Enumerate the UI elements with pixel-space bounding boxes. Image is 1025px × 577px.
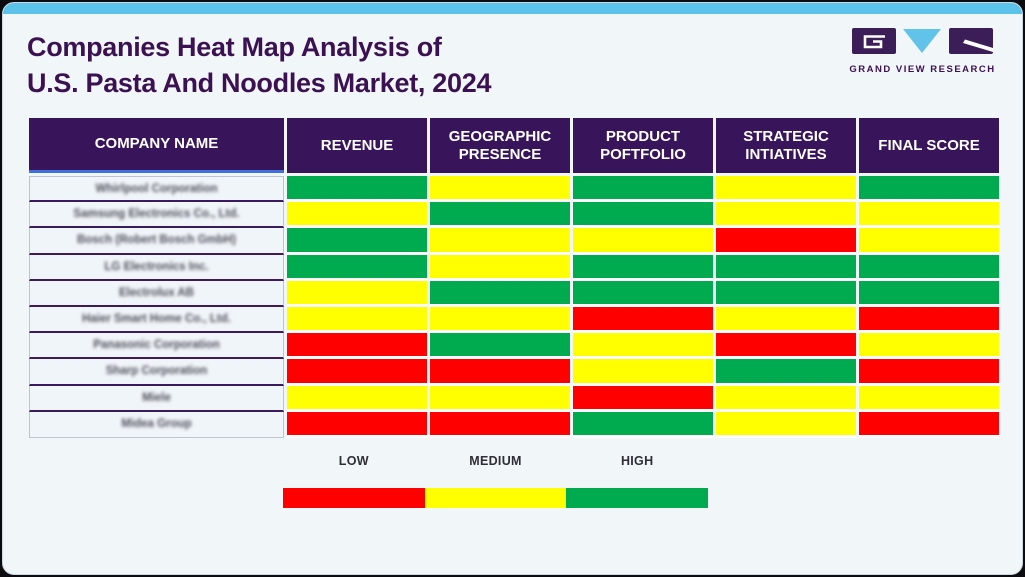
heat-cell-high [859, 176, 999, 203]
company-name-blurred: Panasonic Corporation [93, 339, 220, 352]
gvr-logo-icon [852, 28, 993, 54]
heat-cell-low [287, 359, 427, 386]
heat-cell-low [859, 359, 999, 386]
heat-cell-medium [859, 385, 999, 412]
company-cell: Bosch (Robert Bosch GmbH) [29, 228, 284, 255]
heat-cell-medium [859, 228, 999, 255]
legend-labels: LOW MEDIUM HIGH [283, 454, 708, 474]
company-name-blurred: LG Electronics Inc. [104, 260, 209, 273]
heat-cell-medium [430, 176, 570, 203]
column-header-geographic-presence: GEOGRAPHIC PRESENCE [430, 118, 570, 173]
heat-cell-high [859, 280, 999, 307]
heat-cell-medium [859, 202, 999, 229]
heat-cell-medium [430, 306, 570, 334]
heat-cell-medium [716, 176, 856, 203]
heat-cell-low [573, 306, 713, 334]
heat-cell-medium [287, 202, 427, 229]
heat-cell-medium [430, 228, 570, 255]
heat-cell-high [430, 202, 570, 229]
heat-cell-high [287, 254, 427, 281]
legend-bar [283, 488, 709, 508]
column-header-strategic-intiatives: STRATEGIC INTIATIVES [716, 118, 856, 173]
heat-cell-medium [716, 385, 856, 412]
company-cell: Samsung Electronics Co., Ltd. [29, 202, 284, 229]
heat-cell-high [716, 254, 856, 281]
heat-cell-low [430, 411, 570, 438]
heat-cell-low [859, 411, 999, 438]
heat-cell-high [859, 254, 999, 281]
company-cell: Midea Group [29, 411, 284, 438]
heat-cell-high [287, 176, 427, 203]
heat-cell-high [573, 411, 713, 438]
company-cell: Miele [29, 385, 284, 412]
heat-cell-low [573, 385, 713, 412]
legend-swatch-high [566, 488, 709, 508]
heat-cell-high [573, 280, 713, 307]
company-name-blurred: Haier Smart Home Co., Ltd. [82, 313, 231, 326]
company-cell: Panasonic Corporation [29, 333, 284, 360]
gvr-logo: GRAND VIEW RESEARCH [849, 28, 996, 75]
heat-cell-low [430, 359, 570, 386]
company-cell: Electrolux AB [29, 280, 284, 307]
company-name-blurred: Miele [142, 391, 171, 404]
company-name-blurred: Samsung Electronics Co., Ltd. [73, 208, 240, 221]
heat-cell-medium [287, 306, 427, 334]
legend-label-medium: MEDIUM [469, 454, 522, 468]
heat-cell-medium [716, 411, 856, 438]
company-cell: LG Electronics Inc. [29, 254, 284, 281]
legend: LOW MEDIUM HIGH [283, 454, 709, 508]
legend-label-high: HIGH [620, 454, 654, 468]
heat-cell-medium [287, 280, 427, 307]
title-line-1: Companies Heat Map Analysis of [27, 32, 442, 62]
heat-cell-high [716, 359, 856, 386]
company-name-blurred: Bosch (Robert Bosch GmbH) [76, 234, 237, 247]
title-line-2: U.S. Pasta And Noodles Market, 2024 [27, 68, 492, 98]
heat-cell-low [287, 333, 427, 360]
heat-cell-medium [716, 306, 856, 334]
company-cell: Whirlpool Corporation [29, 176, 284, 203]
heat-cell-high [430, 333, 570, 360]
heat-cell-low [716, 333, 856, 360]
legend-swatch-medium [424, 488, 567, 508]
heat-cell-low [287, 411, 427, 438]
table-body: Whirlpool Corporation Samsung Electronics… [29, 176, 999, 438]
legend-label-low: LOW [338, 454, 369, 468]
heat-cell-high [430, 280, 570, 307]
heat-cell-medium [573, 333, 713, 360]
heat-cell-medium [430, 385, 570, 412]
page-title: Companies Heat Map Analysis of U.S. Past… [27, 29, 491, 101]
company-name-blurred: Midea Group [121, 418, 192, 431]
heatmap-table: COMPANY NAME REVENUE GEOGRAPHIC PRESENCE PR… [29, 118, 999, 438]
heat-cell-medium [430, 254, 570, 281]
heat-cell-high [573, 202, 713, 229]
column-header-company-name: COMPANY NAME [29, 118, 284, 173]
company-name-blurred: Electrolux AB [119, 286, 194, 299]
company-name-blurred: Sharp Corporation [105, 365, 208, 378]
column-header-product-poftfolio: PRODUCT POFTFOLIO [573, 118, 713, 173]
heat-cell-medium [716, 202, 856, 229]
gvr-logo-text: GRAND VIEW RESEARCH [849, 64, 996, 75]
table-header-row: COMPANY NAME REVENUE GEOGRAPHIC PRESENCE PR… [29, 118, 999, 173]
company-cell: Sharp Corporation [29, 359, 284, 386]
heat-cell-medium [287, 385, 427, 412]
heat-cell-high [573, 254, 713, 281]
legend-swatch-low [283, 488, 425, 508]
heat-cell-medium [573, 228, 713, 255]
company-cell: Haier Smart Home Co., Ltd. [29, 306, 284, 334]
column-header-revenue: REVENUE [287, 118, 427, 173]
heat-cell-high [287, 228, 427, 255]
heat-cell-medium [859, 333, 999, 360]
top-accent-bar [3, 3, 1022, 14]
heat-cell-low [716, 228, 856, 255]
heat-cell-low [859, 306, 999, 334]
heat-cell-medium [573, 359, 713, 386]
company-name-blurred: Whirlpool Corporation [95, 182, 218, 195]
heat-cell-high [716, 280, 856, 307]
column-header-final-score: FINAL SCORE [859, 118, 999, 173]
heat-cell-high [573, 176, 713, 203]
